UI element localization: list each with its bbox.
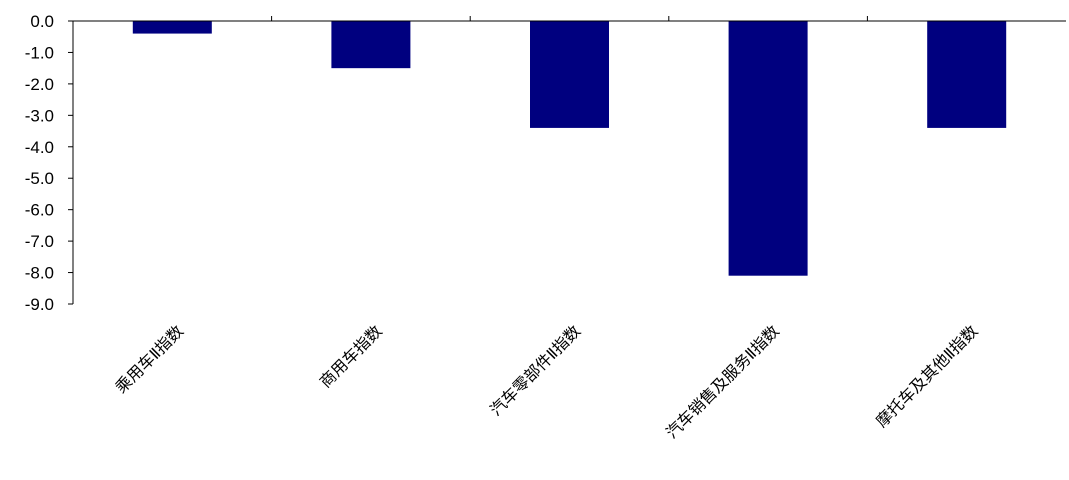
x-axis-category-labels: 乘用车Ⅱ指数 商用车指数 汽车零部件Ⅱ指数 汽车销售及服务Ⅱ指数 摩托车及其他Ⅱ指数 <box>112 321 982 442</box>
x-axis-ticks <box>271 16 868 21</box>
x-category-label: 汽车零部件Ⅱ指数 <box>486 321 584 419</box>
x-category-label: 摩托车及其他Ⅱ指数 <box>872 321 982 431</box>
y-tick-label: -7.0 <box>25 232 54 251</box>
bar <box>331 21 411 69</box>
x-category-label: 汽车销售及服务Ⅱ指数 <box>662 321 783 442</box>
y-tick-label: -2.0 <box>25 75 54 94</box>
y-tick-label: -3.0 <box>25 106 54 125</box>
y-axis-tick-labels: 0.0 -1.0 -2.0 -3.0 -4.0 -5.0 -6.0 -7.0 -8.0 -9.0 <box>25 12 54 314</box>
x-category-label: 乘用车Ⅱ指数 <box>112 321 188 397</box>
y-tick-label: -6.0 <box>25 201 54 220</box>
y-tick-label: -5.0 <box>25 169 54 188</box>
y-tick-label: -4.0 <box>25 138 54 157</box>
bar <box>132 21 212 34</box>
y-tick-label: -8.0 <box>25 264 54 283</box>
bar <box>530 21 609 128</box>
bar <box>728 21 808 276</box>
y-tick-label: -1.0 <box>25 43 54 62</box>
bar <box>927 21 1007 128</box>
y-axis-ticks <box>68 20 73 305</box>
x-category-label: 商用车指数 <box>316 321 386 391</box>
y-tick-label: 0.0 <box>30 12 54 31</box>
bar-series <box>132 21 1007 276</box>
y-tick-label: -9.0 <box>25 295 54 314</box>
